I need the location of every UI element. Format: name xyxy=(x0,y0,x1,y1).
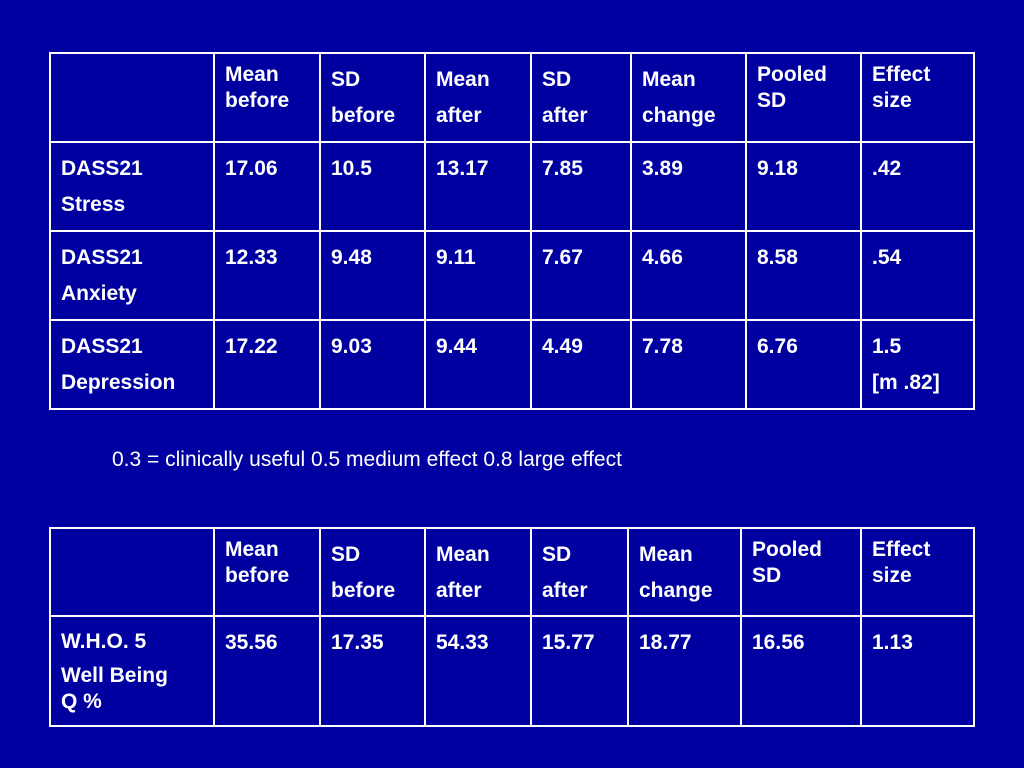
value-cell: 3.89 xyxy=(630,141,747,232)
header-cell-pooled-sd: Pooled SD xyxy=(745,52,862,143)
header-cell-mean-after: Mean after xyxy=(424,52,532,143)
value-cell: .54 xyxy=(860,230,975,321)
header-cell-sd-before: SD before xyxy=(319,527,426,617)
value-cell: 4.66 xyxy=(630,230,747,321)
value-cell: 17.22 xyxy=(213,319,321,410)
header-cell-mean-after: Mean after xyxy=(424,527,532,617)
header-cell-empty xyxy=(49,527,215,617)
header-cell-pooled-sd: Pooled SD xyxy=(740,527,862,617)
table-row: DASS21 Depression 17.22 9.03 9.44 4.49 7.… xyxy=(49,319,975,410)
value-cell: .42 xyxy=(860,141,975,232)
value-cell: 35.56 xyxy=(213,615,321,727)
value-cell: 54.33 xyxy=(424,615,532,727)
row-label-cell: W.H.O. 5 Well Being Q % xyxy=(49,615,215,727)
value-cell: 15.77 xyxy=(530,615,629,727)
row-label-cell: DASS21 Anxiety xyxy=(49,230,215,321)
header-cell-sd-after: SD after xyxy=(530,527,629,617)
value-cell: 1.13 xyxy=(860,615,975,727)
value-cell: 7.67 xyxy=(530,230,632,321)
value-cell: 1.5 [m .82] xyxy=(860,319,975,410)
header-cell-sd-after: SD after xyxy=(530,52,632,143)
value-cell: 9.03 xyxy=(319,319,426,410)
row-label-cell: DASS21 Depression xyxy=(49,319,215,410)
header-cell-mean-change: Mean change xyxy=(630,52,747,143)
value-cell: 7.85 xyxy=(530,141,632,232)
value-cell: 12.33 xyxy=(213,230,321,321)
value-cell: 16.56 xyxy=(740,615,862,727)
header-cell-mean-before: Mean before xyxy=(213,527,321,617)
header-cell-effect-size: Effect size xyxy=(860,527,975,617)
value-cell: 6.76 xyxy=(745,319,862,410)
value-cell: 4.49 xyxy=(530,319,632,410)
value-cell: 9.11 xyxy=(424,230,532,321)
dass21-results-table: Mean before SD before Mean after SD after Me… xyxy=(49,52,975,410)
row-label-cell: DASS21 Stress xyxy=(49,141,215,232)
value-cell: 9.48 xyxy=(319,230,426,321)
table-row: DASS21 Stress 17.06 10.5 13.17 7.85 3.89 … xyxy=(49,141,975,232)
value-cell: 8.58 xyxy=(745,230,862,321)
value-cell: 17.35 xyxy=(319,615,426,727)
header-cell-mean-change: Mean change xyxy=(627,527,742,617)
value-cell: 9.18 xyxy=(745,141,862,232)
table-header-row: Mean before SD before Mean after SD after Me… xyxy=(49,527,975,617)
effect-size-note: 0.3 = clinically useful 0.5 medium effec… xyxy=(112,448,622,471)
table-row: DASS21 Anxiety 12.33 9.48 9.11 7.67 4.66 … xyxy=(49,230,975,321)
header-cell-effect-size: Effect size xyxy=(860,52,975,143)
value-cell: 17.06 xyxy=(213,141,321,232)
value-cell: 18.77 xyxy=(627,615,742,727)
value-cell: 9.44 xyxy=(424,319,532,410)
header-cell-empty xyxy=(49,52,215,143)
table-row: W.H.O. 5 Well Being Q % 35.56 17.35 54.33 … xyxy=(49,615,975,727)
header-cell-sd-before: SD before xyxy=(319,52,426,143)
table-header-row: Mean before SD before Mean after SD after Me… xyxy=(49,52,975,143)
value-cell: 7.78 xyxy=(630,319,747,410)
value-cell: 10.5 xyxy=(319,141,426,232)
who5-results-table: Mean before SD before Mean after SD after Me… xyxy=(49,527,975,727)
value-cell: 13.17 xyxy=(424,141,532,232)
header-cell-mean-before: Mean before xyxy=(213,52,321,143)
